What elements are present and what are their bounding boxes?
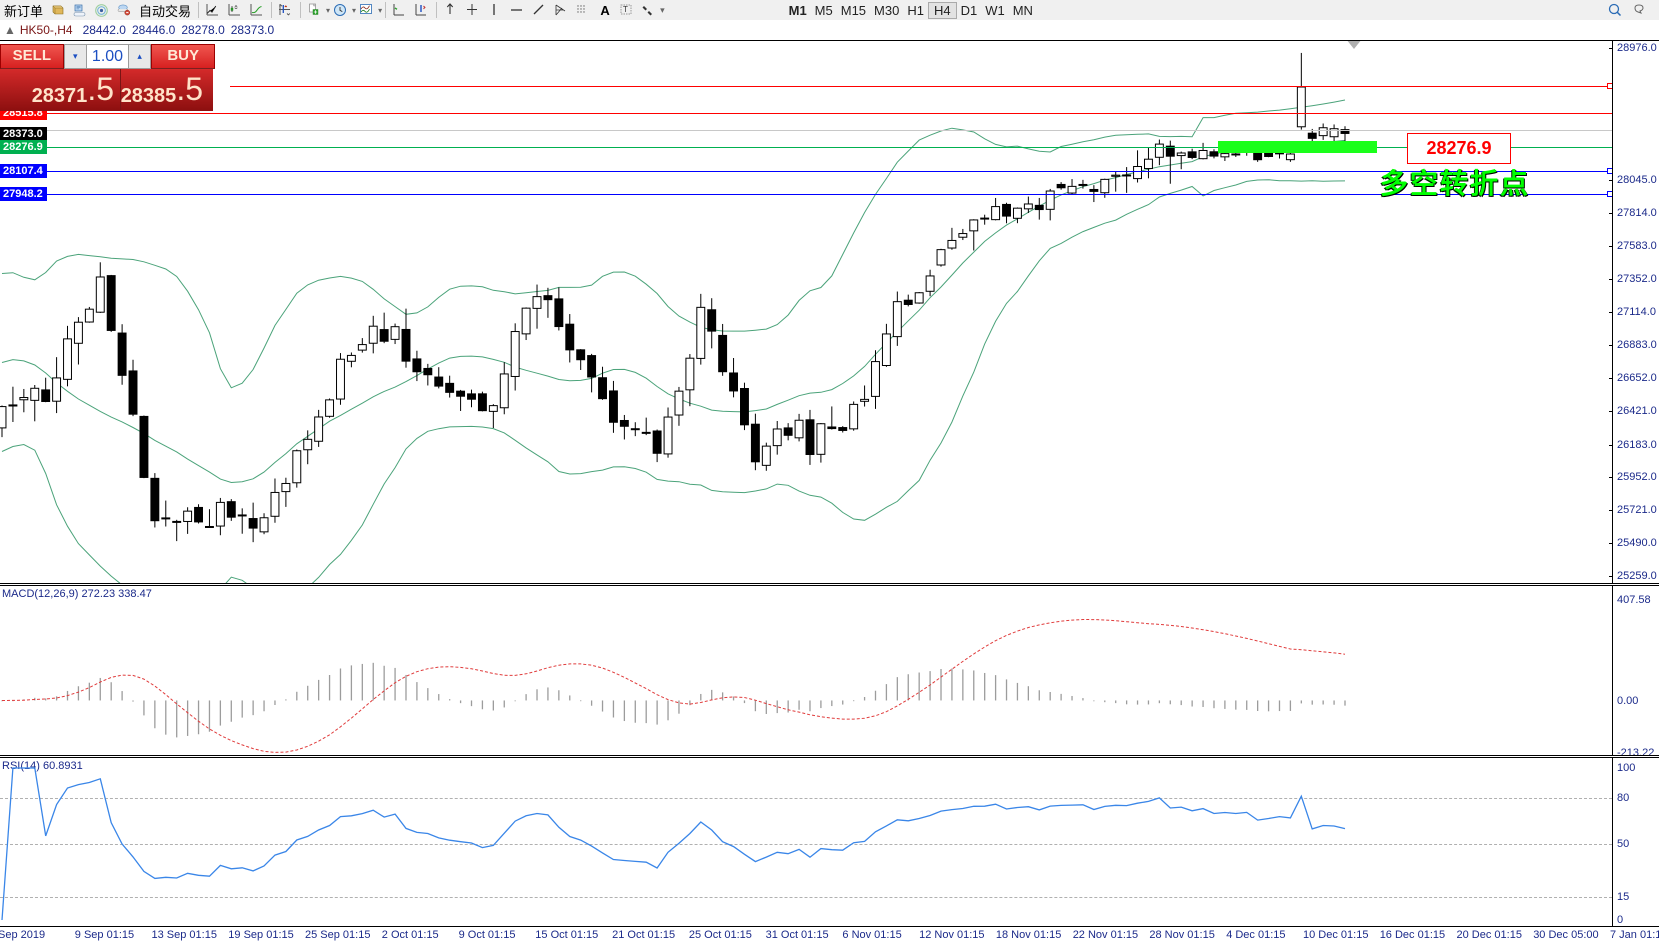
svg-text:T: T [623, 5, 628, 14]
